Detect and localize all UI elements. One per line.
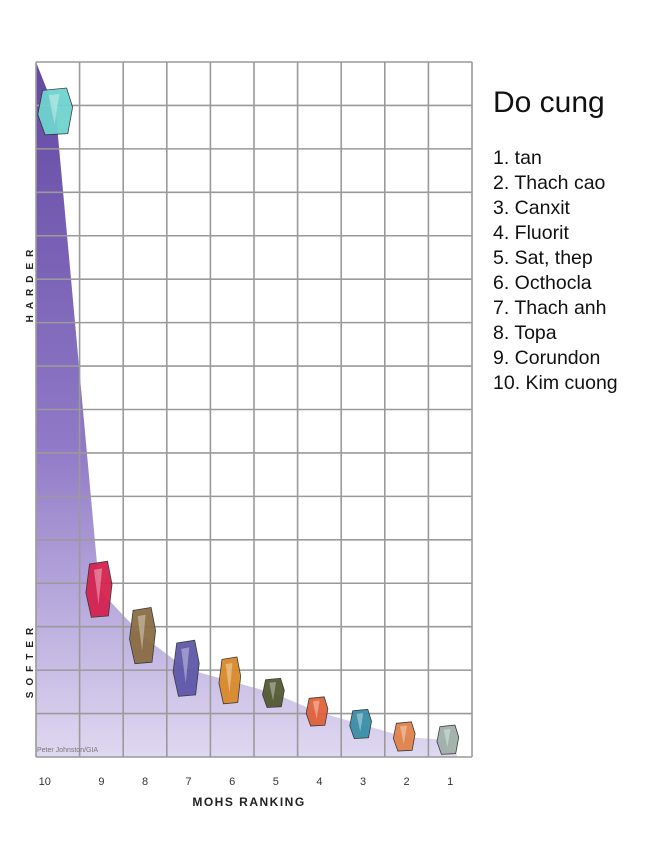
legend-title: Do cung xyxy=(493,86,605,119)
gem-marker xyxy=(172,639,200,697)
hardness-area xyxy=(36,62,458,757)
x-tick-label: 3 xyxy=(360,776,366,788)
legend: Do cung 1. tan 2. Thach cao 3. Canxit 4.… xyxy=(493,86,648,396)
legend-item: 6. Octhocla xyxy=(493,272,592,294)
x-tick-label: 5 xyxy=(273,776,279,788)
gem-marker xyxy=(37,87,74,136)
x-tick-labels: 10 9 8 7 6 5 4 3 2 1 xyxy=(39,776,454,788)
legend-item: 9. Corundon xyxy=(493,347,601,369)
gem-marker xyxy=(349,708,372,739)
mineral-markers xyxy=(37,87,460,755)
legend-item: 10. Kim cuong xyxy=(493,372,618,394)
x-tick-label: 8 xyxy=(142,776,148,788)
x-tick-label: 1 xyxy=(447,776,453,788)
gem-marker xyxy=(436,724,460,755)
x-tick-label: 10 xyxy=(39,776,51,788)
x-tick-label: 6 xyxy=(229,776,235,788)
x-axis-label: MOHS RANKING xyxy=(192,795,305,809)
gem-marker xyxy=(392,721,416,752)
legend-item: 4. Fluorit xyxy=(493,222,569,244)
chart-grid xyxy=(35,61,473,758)
legend-item: 2. Thach cao xyxy=(493,172,606,194)
gem-marker xyxy=(85,560,113,618)
y-axis-label-harder: HARDER xyxy=(25,244,36,323)
legend-item: 8. Topa xyxy=(493,322,557,344)
gem-marker xyxy=(305,696,329,727)
x-tick-label: 2 xyxy=(404,776,410,788)
gem-marker xyxy=(129,607,157,665)
x-tick-label: 7 xyxy=(186,776,192,788)
legend-item: 3. Canxit xyxy=(493,197,570,219)
gem-marker xyxy=(218,656,242,705)
legend-item: 1. tan xyxy=(493,147,542,169)
legend-item: 7. Thach anh xyxy=(493,297,607,319)
legend-item: 5. Sat, thep xyxy=(493,247,593,269)
y-axis-label-softer: SOFTER xyxy=(25,622,36,699)
gem-marker xyxy=(262,677,285,708)
legend-list: 1. tan 2. Thach cao 3. Canxit 4. Fluorit… xyxy=(493,146,648,396)
x-tick-label: 4 xyxy=(316,776,322,788)
x-tick-label: 9 xyxy=(98,776,104,788)
photo-credit: Peter Johnston/GIA xyxy=(37,747,98,754)
